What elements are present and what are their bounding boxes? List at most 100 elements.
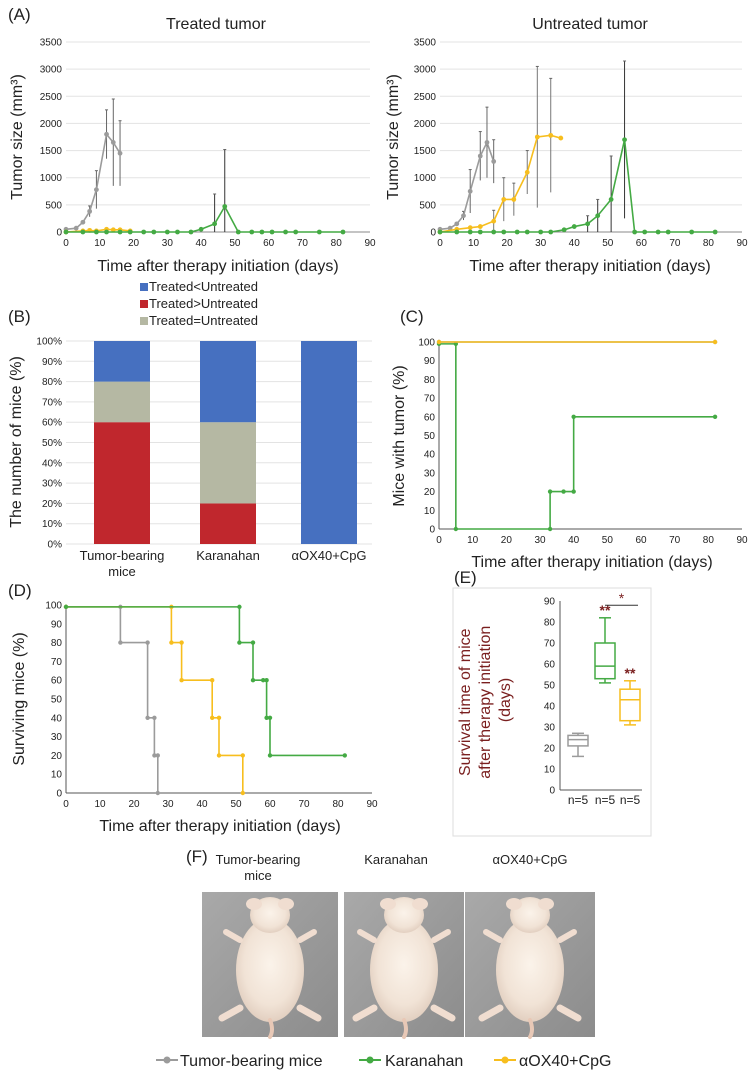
legend-label-less: Treated<Untreated bbox=[149, 279, 258, 294]
mouse-ear bbox=[538, 898, 554, 910]
a2-series-tumor-bearing-mice-point bbox=[477, 153, 483, 159]
b-category-label: Tumor-bearing mice bbox=[80, 548, 165, 579]
a1-series-karanahan-point bbox=[249, 229, 255, 235]
a2-ytick-label: 1500 bbox=[414, 146, 437, 157]
a1-xtick-label: 40 bbox=[196, 238, 208, 249]
d-series-tumor-bearing-mice-point bbox=[155, 753, 160, 758]
c-ytick-label: 50 bbox=[424, 431, 436, 442]
d-series-tumor-bearing-mice-point bbox=[145, 715, 150, 720]
mouse-ear bbox=[246, 898, 262, 910]
d-ytick-label: 20 bbox=[51, 751, 63, 762]
a1-ytick-label: 2000 bbox=[40, 119, 63, 130]
d-series-karanahan-point bbox=[342, 753, 347, 758]
d-series-karanahan-point bbox=[267, 753, 273, 758]
c-ytick-label: 0 bbox=[429, 525, 435, 536]
mouse-hindpaw bbox=[430, 1004, 456, 1022]
legend-label-equal: Treated=Untreated bbox=[149, 313, 258, 328]
mouse-photo-3 bbox=[465, 892, 595, 1039]
e-ytick-label: 90 bbox=[544, 597, 556, 608]
a1-xtick-label: 20 bbox=[128, 238, 140, 249]
a2-series-tumor-bearing-mice-point bbox=[454, 221, 460, 227]
c-series-karanahan-point bbox=[547, 526, 553, 532]
a2-ytick-label: 500 bbox=[419, 200, 436, 211]
a1-series-karanahan-point bbox=[198, 226, 204, 232]
d-xtick-label: 70 bbox=[298, 799, 310, 810]
chart-e-frame bbox=[452, 587, 652, 837]
c-xtick-label: 70 bbox=[669, 535, 681, 546]
d-series--ox40-cpg-point bbox=[216, 715, 222, 720]
a1-ytick-label: 1500 bbox=[40, 146, 63, 157]
a2-ytick-label: 1000 bbox=[414, 173, 437, 184]
mouse-photo-1 bbox=[202, 892, 338, 1039]
a2-series-karanahan-point bbox=[632, 229, 638, 235]
legend-swatch-equal bbox=[140, 317, 148, 325]
b-bar-treated-untreated bbox=[200, 341, 256, 423]
chart-a1-ylabel: Tumor size (mm³) bbox=[9, 74, 26, 200]
mouse-ear bbox=[278, 898, 294, 910]
e-box-tumor-bearing-mice-iqr bbox=[567, 734, 589, 747]
b-ytick-label: 40% bbox=[42, 458, 62, 469]
d-series--ox40-cpg-point bbox=[179, 678, 184, 683]
a1-series-karanahan-point bbox=[164, 229, 170, 235]
mouse-hindpaw bbox=[478, 1004, 504, 1022]
c-series-karanahan-point bbox=[571, 414, 576, 419]
a2-series-karanahan-point bbox=[477, 229, 483, 235]
legend-swatch-greater bbox=[140, 300, 148, 308]
mouse-ear bbox=[380, 898, 396, 910]
a2-series-karanahan-point bbox=[665, 229, 671, 235]
c-xtick-label: 20 bbox=[501, 535, 513, 546]
d-series-karanahan-point bbox=[250, 678, 256, 683]
d-series--ox40-cpg-point bbox=[216, 753, 222, 758]
a1-series-karanahan-point bbox=[269, 229, 275, 235]
a1-series-karanahan-point bbox=[151, 229, 157, 235]
a2-xtick-label: 70 bbox=[669, 238, 681, 249]
c-xtick-label: 80 bbox=[703, 535, 715, 546]
d-ytick-label: 0 bbox=[56, 789, 62, 800]
d-xtick-label: 80 bbox=[332, 799, 344, 810]
a2-series-karanahan-point bbox=[622, 137, 627, 143]
d-xtick-label: 10 bbox=[94, 799, 106, 810]
a1-xtick-label: 80 bbox=[331, 238, 343, 249]
a2-series-tumor-bearing-mice-point bbox=[467, 188, 473, 194]
d-series--ox40-cpg-point bbox=[210, 715, 215, 720]
a1-series-tumor-bearing-mice-point bbox=[117, 150, 123, 156]
mouse-forepaw bbox=[297, 929, 317, 943]
d-series-tumor-bearing-mice-point bbox=[152, 715, 157, 720]
d-series-karanahan-point bbox=[250, 640, 256, 645]
mouse-hindpaw bbox=[352, 1004, 378, 1022]
chart-a1-title: Treated tumor bbox=[166, 16, 267, 33]
d-series--ox40-cpg-point bbox=[169, 640, 174, 645]
a2-series--ox40-cpg-line bbox=[439, 134, 562, 233]
d-series-karanahan-point bbox=[261, 678, 266, 683]
mouse-photo-2 bbox=[344, 892, 464, 1039]
a1-series-karanahan-point bbox=[117, 229, 123, 235]
bottom-legend: Tumor-bearing mice Karanahan αOX40+CpG bbox=[156, 1053, 611, 1070]
a2-series--ox40-cpg-point bbox=[558, 135, 564, 141]
c-ytick-label: 40 bbox=[424, 450, 436, 461]
d-series--ox40-cpg-line bbox=[66, 606, 244, 793]
chart-a1-xlabel: Time after therapy initiation (days) bbox=[97, 258, 338, 275]
a2-series--ox40-cpg-point bbox=[467, 225, 473, 231]
a1-series-karanahan-point bbox=[175, 229, 180, 235]
e-ytick-label: 40 bbox=[544, 702, 556, 713]
chart-d: 0 10 20 30 40 50 60 70 80 90 100 0 10 20 30 40 50 60 70 80… bbox=[11, 601, 378, 836]
panel-label-c: (C) bbox=[400, 307, 424, 326]
e-bracket-significance: * bbox=[619, 590, 625, 606]
c-ytick-label: 70 bbox=[424, 394, 436, 405]
a2-ytick-label: 2000 bbox=[414, 119, 437, 130]
a2-series--ox40-cpg-point bbox=[524, 169, 530, 175]
mouse-body bbox=[370, 918, 438, 1022]
chart-a2-ylabel: Tumor size (mm³) bbox=[385, 74, 402, 200]
a2-series--ox40-cpg-point bbox=[477, 224, 483, 229]
c-ytick-label: 30 bbox=[424, 468, 436, 479]
b-ytick-label: 10% bbox=[42, 519, 62, 530]
a2-series-karanahan-point bbox=[467, 229, 473, 235]
panel-label-f: (F) bbox=[186, 847, 208, 866]
chart-d-ylabel: Surviving mice (%) bbox=[11, 632, 28, 765]
d-series--ox40-cpg-point bbox=[210, 678, 215, 683]
a1-series-tumor-bearing-mice-line bbox=[65, 132, 121, 231]
a1-series-karanahan-point bbox=[104, 229, 109, 235]
panel-label-d: (D) bbox=[8, 581, 32, 600]
b-ytick-label: 100% bbox=[36, 337, 62, 348]
